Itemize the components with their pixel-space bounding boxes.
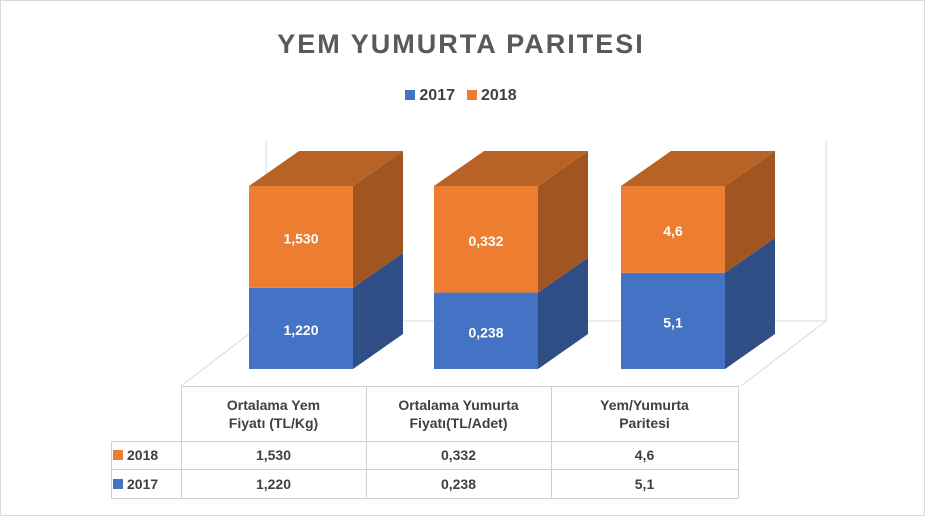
bar-side [538,257,588,369]
bar-side [725,151,775,273]
legend-entry: 2017 [405,87,455,105]
bar-front [434,292,538,369]
table-header: Ortalama Yumurta Fiyatı(TL/Adet) [398,396,519,431]
bar-front [249,287,353,369]
data-label: 0,238 [468,324,503,340]
bar-segment [621,237,775,369]
bar-segment [621,151,775,273]
legend-swatch [467,90,477,100]
data-label: 1,530 [283,231,318,247]
legend-entry: 2018 [467,87,517,105]
legend-label: 2017 [419,87,455,104]
table-line [111,498,738,499]
bar-side [353,151,403,288]
table-cell: 1,530 [255,447,292,463]
data-label: 1,220 [283,322,318,338]
bar-side [538,151,588,293]
table-line [181,386,182,498]
bar-top [434,151,588,186]
row-label: 2018 [127,447,159,463]
bar-front [621,272,725,369]
table-line [551,386,552,498]
chart-title: YEM YUMURTA PARITESI [277,29,645,59]
bar-side [725,237,775,369]
table-cell: 5,1 [634,475,655,492]
table-line [738,386,739,498]
legend-swatch [405,90,416,100]
table-cell: 4,6 [634,447,655,463]
table-line [366,386,367,498]
bar-front [249,186,353,288]
bar-segment [249,252,403,369]
bar-segment [434,257,588,369]
table-cell: 0,238 [440,475,477,492]
table-row-header: 2017 [113,469,181,498]
table-line [181,386,738,387]
bar-top [621,151,775,186]
data-label: 4,6 [663,223,683,239]
data-label: 5,1 [663,315,683,331]
legend-swatch [113,478,123,489]
bar-segment [434,151,588,293]
data-label: 0,332 [468,233,503,249]
table-header: Yem/Yumurta Paritesi [600,396,689,431]
row-label: 2017 [127,475,159,492]
bar-side [353,252,403,369]
table-line [111,441,112,498]
legend-label: 2018 [481,87,517,104]
table-cell: 1,220 [255,475,292,492]
bar-front [621,186,725,273]
table-line [111,441,738,442]
legend-swatch [113,450,123,460]
table-header: Ortalama Yem Fiyatı (TL/Kg) [226,396,321,431]
legend: 2017 2018 [361,85,561,107]
table-cell: 0,332 [440,447,477,463]
bar-segment [249,151,403,288]
table-line [111,469,738,470]
bar-front [434,186,538,293]
bar-top [249,151,403,186]
table-row-header: 2018 [113,441,181,469]
